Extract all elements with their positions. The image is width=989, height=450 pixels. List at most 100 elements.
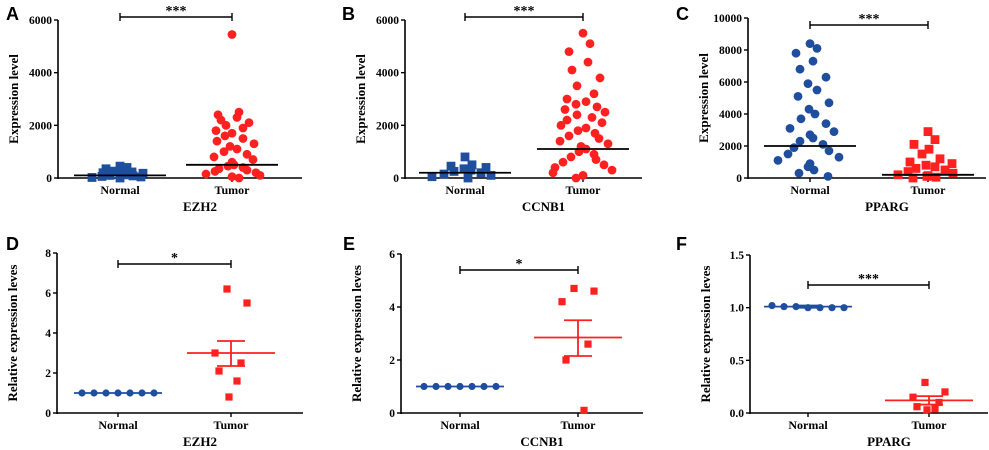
- x-axis-title: EZH2: [183, 199, 217, 214]
- panel-label: C: [676, 4, 689, 24]
- significance-label: ***: [514, 4, 535, 19]
- data-point-normal: [828, 304, 836, 312]
- data-point-tumor: [587, 113, 597, 122]
- y-tick-label: 10000: [713, 13, 742, 25]
- data-point-normal: [840, 304, 848, 312]
- data-point-tumor: [589, 89, 599, 99]
- data-point-normal: [789, 143, 799, 153]
- data-point-tumor: [555, 136, 565, 146]
- data-point-tumor: [931, 172, 941, 182]
- data-point-tumor: [931, 405, 939, 413]
- data-point-normal: [795, 64, 805, 74]
- data-point-tumor: [558, 298, 566, 306]
- x-tick-label: Tumor: [911, 183, 947, 197]
- data-point-normal: [773, 156, 783, 165]
- panel-label: F: [676, 234, 687, 254]
- y-axis-title: Expression level: [353, 54, 368, 144]
- data-point-normal: [446, 161, 456, 171]
- x-tick-label: Tumor: [215, 183, 251, 197]
- data-point-tumor: [211, 126, 221, 135]
- data-point-tumor: [212, 136, 222, 146]
- data-point-tumor: [922, 172, 932, 181]
- x-tick-label: Tumor: [912, 418, 948, 432]
- data-point-tumor: [924, 144, 934, 154]
- significance-label: ***: [166, 4, 187, 19]
- data-point-normal: [804, 104, 814, 114]
- panel-label: D: [6, 234, 19, 254]
- y-axis-title: Relative expression leves: [698, 266, 713, 403]
- significance-label: *: [516, 257, 523, 272]
- data-point-normal: [427, 172, 437, 182]
- data-point-tumor: [607, 165, 617, 175]
- y-tick-label: 4000: [376, 68, 399, 80]
- data-point-tumor: [935, 154, 945, 164]
- x-tick-label: Normal: [790, 183, 830, 197]
- data-point-normal: [463, 173, 473, 183]
- y-tick-label: 6: [45, 288, 51, 300]
- x-tick-label: Tumor: [214, 418, 250, 432]
- y-axis-title: Expression level: [6, 54, 21, 144]
- data-point-normal: [87, 173, 97, 182]
- data-point-tumor: [227, 30, 237, 39]
- x-axis-title: PPARG: [865, 199, 909, 214]
- data-point-tumor: [564, 47, 574, 56]
- data-point-tumor: [578, 28, 588, 38]
- data-point-tumor: [583, 57, 593, 67]
- data-point-tumor: [215, 367, 223, 375]
- x-tick-label: Tumor: [566, 183, 602, 197]
- data-point-tumor: [570, 284, 578, 293]
- data-point-tumor: [572, 81, 582, 91]
- data-point-tumor: [599, 160, 609, 170]
- y-tick-label: 2000: [376, 120, 399, 132]
- data-point-tumor: [237, 359, 245, 367]
- data-point-tumor: [948, 168, 958, 178]
- data-point-tumor: [592, 102, 602, 112]
- data-point-normal: [795, 136, 805, 146]
- panel-label: A: [6, 4, 19, 24]
- data-point-tumor: [923, 406, 931, 414]
- y-tick-label: 0: [736, 173, 742, 185]
- data-point-tumor: [572, 110, 582, 120]
- y-tick-label: 0.5: [730, 355, 745, 367]
- y-axis-title: Relative expression leves: [5, 265, 20, 402]
- data-point-tumor: [591, 155, 601, 164]
- data-point-tumor: [921, 160, 931, 170]
- data-point-tumor: [223, 285, 231, 293]
- data-point-tumor: [921, 378, 929, 387]
- data-point-tumor: [597, 118, 607, 128]
- data-point-normal: [467, 160, 477, 170]
- significance-label: ***: [859, 12, 880, 27]
- data-point-tumor: [221, 120, 231, 130]
- data-point-tumor: [556, 120, 566, 130]
- data-point-normal: [794, 168, 804, 178]
- y-tick-label: 2: [389, 355, 395, 367]
- data-point-tumor: [940, 165, 950, 175]
- y-axis-title: Expression level: [696, 53, 711, 143]
- data-point-tumor: [903, 167, 913, 176]
- x-axis-title: CCNB1: [522, 199, 565, 214]
- y-tick-label: 8000: [719, 45, 742, 57]
- data-point-tumor: [562, 115, 572, 125]
- y-axis-title: Relative expression leves: [349, 265, 364, 402]
- data-point-tumor: [248, 155, 258, 164]
- panel-d: D 0 2 4 6 8 Normal Tumor EZH2 Relative expression…: [5, 234, 303, 449]
- y-tick-label: 4: [45, 328, 51, 340]
- data-point-tumor: [223, 161, 233, 171]
- data-point-normal: [122, 163, 132, 172]
- y-tick-label: 0: [45, 408, 51, 420]
- x-tick-label: Normal: [98, 418, 138, 432]
- data-point-tumor: [220, 131, 230, 141]
- y-tick-label: 2000: [719, 141, 742, 153]
- data-point-normal: [785, 123, 795, 133]
- data-point-tumor: [219, 147, 229, 157]
- data-point-tumor: [594, 134, 604, 143]
- x-tick-label: Normal: [440, 418, 480, 432]
- data-point-tumor: [564, 131, 574, 141]
- data-point-normal: [97, 172, 107, 181]
- y-tick-label: 4: [389, 302, 395, 314]
- data-point-tumor: [558, 157, 568, 167]
- data-point-tumor: [573, 126, 583, 135]
- data-point-tumor: [930, 135, 940, 144]
